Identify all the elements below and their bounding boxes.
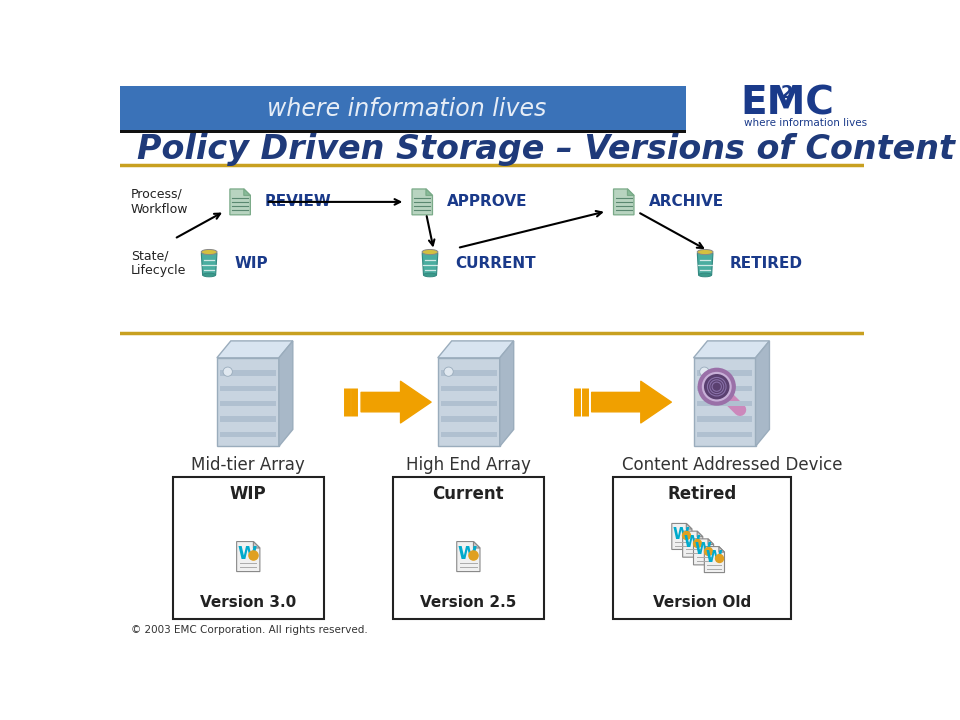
Text: W: W: [458, 545, 477, 563]
Text: RETIRED: RETIRED: [730, 256, 803, 271]
Polygon shape: [686, 523, 692, 529]
Polygon shape: [253, 541, 260, 548]
Text: W: W: [237, 545, 256, 563]
Bar: [220, 370, 276, 376]
Polygon shape: [244, 189, 251, 195]
Text: Version 3.0: Version 3.0: [200, 595, 297, 610]
Bar: [697, 401, 753, 406]
FancyArrowPatch shape: [361, 382, 431, 423]
Polygon shape: [426, 189, 432, 195]
Circle shape: [223, 367, 232, 377]
Text: State/
Lifecycle: State/ Lifecycle: [131, 250, 186, 277]
Text: Version Old: Version Old: [653, 595, 751, 610]
Text: Content Addressed Device: Content Addressed Device: [622, 456, 843, 474]
Text: Current: Current: [433, 485, 504, 503]
Bar: [612, 477, 791, 619]
Text: 2: 2: [780, 84, 793, 102]
Circle shape: [704, 374, 730, 400]
Text: where information lives: where information lives: [267, 96, 546, 121]
Bar: [441, 385, 496, 391]
Polygon shape: [422, 253, 438, 275]
Polygon shape: [217, 341, 293, 358]
Bar: [697, 416, 753, 422]
Text: W: W: [684, 534, 700, 549]
Bar: [220, 385, 276, 391]
Ellipse shape: [202, 249, 217, 255]
Text: © 2003 EMC Corporation. All rights reserved.: © 2003 EMC Corporation. All rights reser…: [131, 625, 368, 635]
Bar: [441, 432, 496, 437]
Circle shape: [700, 367, 709, 377]
Bar: [685, 86, 864, 137]
Ellipse shape: [423, 273, 437, 276]
Text: Process/
Workflow: Process/ Workflow: [131, 188, 188, 216]
Polygon shape: [693, 539, 713, 565]
Ellipse shape: [422, 249, 438, 255]
Bar: [173, 477, 324, 619]
Ellipse shape: [203, 273, 216, 276]
Polygon shape: [438, 341, 514, 358]
Bar: [393, 477, 544, 619]
Polygon shape: [719, 546, 725, 552]
Text: EMC: EMC: [740, 84, 834, 122]
FancyBboxPatch shape: [693, 358, 756, 446]
Polygon shape: [705, 546, 725, 572]
Bar: [220, 401, 276, 406]
Bar: [441, 401, 496, 406]
FancyArrowPatch shape: [591, 382, 671, 423]
Polygon shape: [202, 253, 217, 275]
Bar: [220, 432, 276, 437]
Text: ARCHIVE: ARCHIVE: [649, 194, 724, 210]
Bar: [441, 416, 496, 422]
Polygon shape: [500, 341, 514, 446]
Text: W: W: [705, 550, 722, 565]
Polygon shape: [412, 189, 432, 215]
Ellipse shape: [697, 249, 713, 255]
Polygon shape: [229, 189, 251, 215]
Polygon shape: [457, 541, 480, 572]
Bar: [120, 86, 685, 131]
Text: Mid-tier Array: Mid-tier Array: [191, 456, 304, 474]
Text: W: W: [673, 527, 689, 542]
Polygon shape: [756, 341, 770, 446]
Text: High End Array: High End Array: [406, 456, 531, 474]
Polygon shape: [236, 541, 260, 572]
Text: WIP: WIP: [234, 256, 269, 271]
Text: Retired: Retired: [667, 485, 736, 503]
Text: W: W: [694, 542, 710, 557]
Bar: [697, 370, 753, 376]
Polygon shape: [708, 539, 713, 544]
Polygon shape: [628, 189, 634, 195]
Text: REVIEW: REVIEW: [265, 194, 331, 210]
Polygon shape: [697, 253, 713, 275]
Polygon shape: [278, 341, 293, 446]
Polygon shape: [683, 531, 703, 557]
Bar: [697, 385, 753, 391]
Polygon shape: [693, 341, 770, 358]
Bar: [120, 130, 685, 132]
Polygon shape: [697, 531, 703, 536]
Text: Policy Driven Storage – Versions of Content: Policy Driven Storage – Versions of Cont…: [137, 133, 955, 166]
Circle shape: [444, 367, 453, 377]
Polygon shape: [613, 189, 634, 215]
Text: where information lives: where information lives: [744, 118, 867, 128]
Polygon shape: [672, 523, 692, 549]
Text: CURRENT: CURRENT: [455, 256, 536, 271]
FancyBboxPatch shape: [438, 358, 500, 446]
Text: APPROVE: APPROVE: [447, 194, 528, 210]
Bar: [220, 416, 276, 422]
Circle shape: [700, 370, 733, 404]
Polygon shape: [473, 541, 480, 548]
Ellipse shape: [699, 273, 711, 276]
Bar: [697, 432, 753, 437]
FancyBboxPatch shape: [217, 358, 278, 446]
Text: Version 2.5: Version 2.5: [420, 595, 516, 610]
Bar: [441, 370, 496, 376]
Text: WIP: WIP: [230, 485, 267, 503]
